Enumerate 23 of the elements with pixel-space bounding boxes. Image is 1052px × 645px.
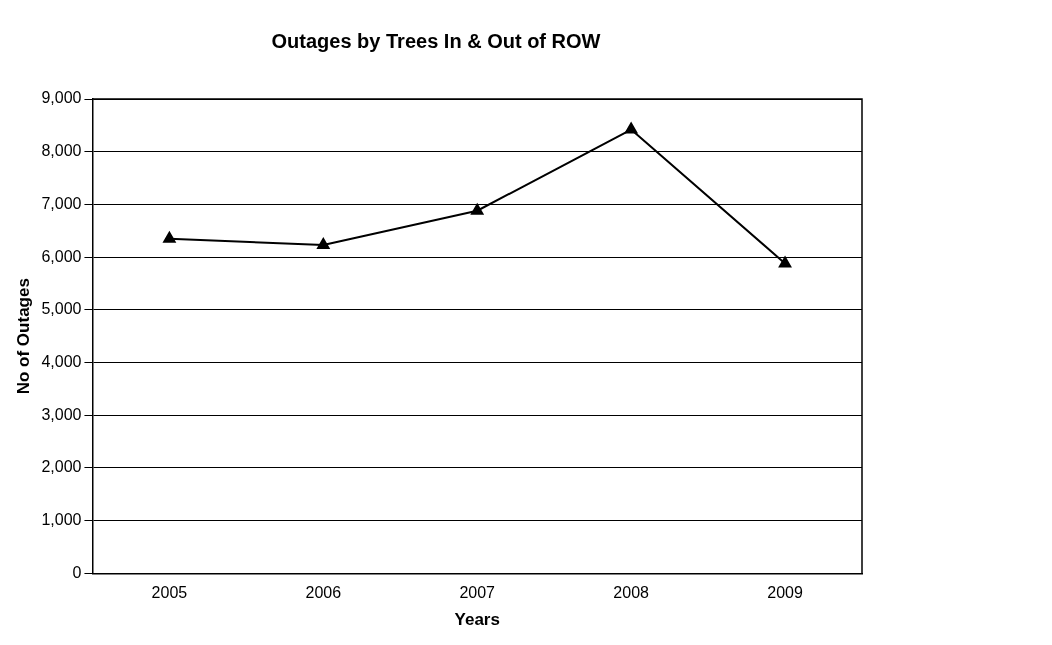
x-tick-label: 2009 — [767, 584, 803, 602]
y-tick-label: 5,000 — [41, 300, 82, 318]
point — [317, 238, 330, 250]
y-tick-label: 2,000 — [41, 458, 82, 476]
y-tick-label: 1,000 — [41, 511, 82, 529]
x-tick-label: 2007 — [459, 584, 496, 602]
y-tick-label: 7,000 — [41, 194, 82, 212]
y-axis-title: No of Outages — [13, 278, 33, 395]
x-axis-title: Years — [454, 610, 500, 630]
y-tick-label: 9,000 — [41, 89, 82, 107]
y-tick-label: 4,000 — [41, 352, 82, 370]
y-tick-label: 6,000 — [41, 247, 82, 265]
point — [624, 122, 638, 134]
x-tick-label: 2006 — [305, 584, 342, 602]
y-tick-label: 8,000 — [41, 142, 82, 160]
point — [163, 231, 176, 243]
point — [778, 256, 792, 268]
chart-title: Outages by Trees In & Out of ROW — [271, 29, 601, 52]
y-tick-label: 0 — [72, 563, 82, 581]
point — [471, 203, 484, 215]
x-tick-label: 2008 — [613, 584, 650, 602]
y-tick-label: 3,000 — [41, 405, 82, 423]
x-tick-label: 2005 — [151, 584, 188, 602]
